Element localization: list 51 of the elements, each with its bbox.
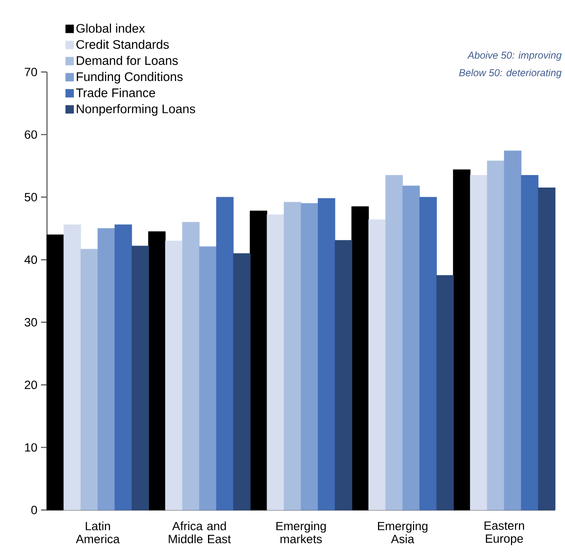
y-tick-label: 20 [24,380,38,390]
bar [402,186,420,510]
bar [521,175,538,510]
x-tick-label: Emerging Asia [378,522,428,544]
bar [216,196,234,510]
bar [46,234,64,510]
bar [504,150,522,510]
annotation: Below 50: deteriorating [459,68,562,78]
y-tick-label: 30 [24,318,38,327]
bar [132,246,149,510]
bar [385,175,403,510]
x-tick-label: Eastern Europe [484,522,524,546]
bar [114,224,132,510]
bar [538,188,556,510]
legend-label: Global index [76,24,145,33]
legend-label: Demand for Loans [76,56,178,65]
legend-label: Trade Finance [76,88,156,98]
bar [334,240,352,510]
y-tick-label: 40 [24,255,38,264]
y-tick-label: 60 [24,130,38,139]
bar [64,224,81,510]
bar [419,196,437,510]
bar [148,231,166,510]
text: Aboive 50: improving [467,51,562,61]
bar [98,228,115,510]
x-tick-label: Africa and Middle East [168,522,231,544]
bar [436,275,454,510]
x-tick-label: Emerging markets [276,522,326,544]
bar [266,214,284,510]
bar [368,219,386,510]
bar [300,203,318,510]
bar [233,253,251,510]
bar [470,175,488,510]
y-tick-label: 70 [24,68,38,76]
bar [487,160,504,510]
bar [318,198,336,510]
bar [80,248,98,510]
bar [199,246,217,510]
bar [351,206,369,510]
y-tick-label: 0 [31,506,38,514]
legend-label: Credit Standards [76,40,169,49]
y-tick-label: 10 [25,443,38,452]
bar [165,240,183,510]
legend-label: Funding Conditions [76,72,183,84]
bar [284,202,302,510]
x-tick-label: Latin America [76,522,120,544]
bar [182,222,200,510]
bar [250,210,268,510]
legend-label: Nonperforming Loans [76,104,196,116]
y-tick-label: 50 [24,192,38,202]
bar [453,169,470,510]
